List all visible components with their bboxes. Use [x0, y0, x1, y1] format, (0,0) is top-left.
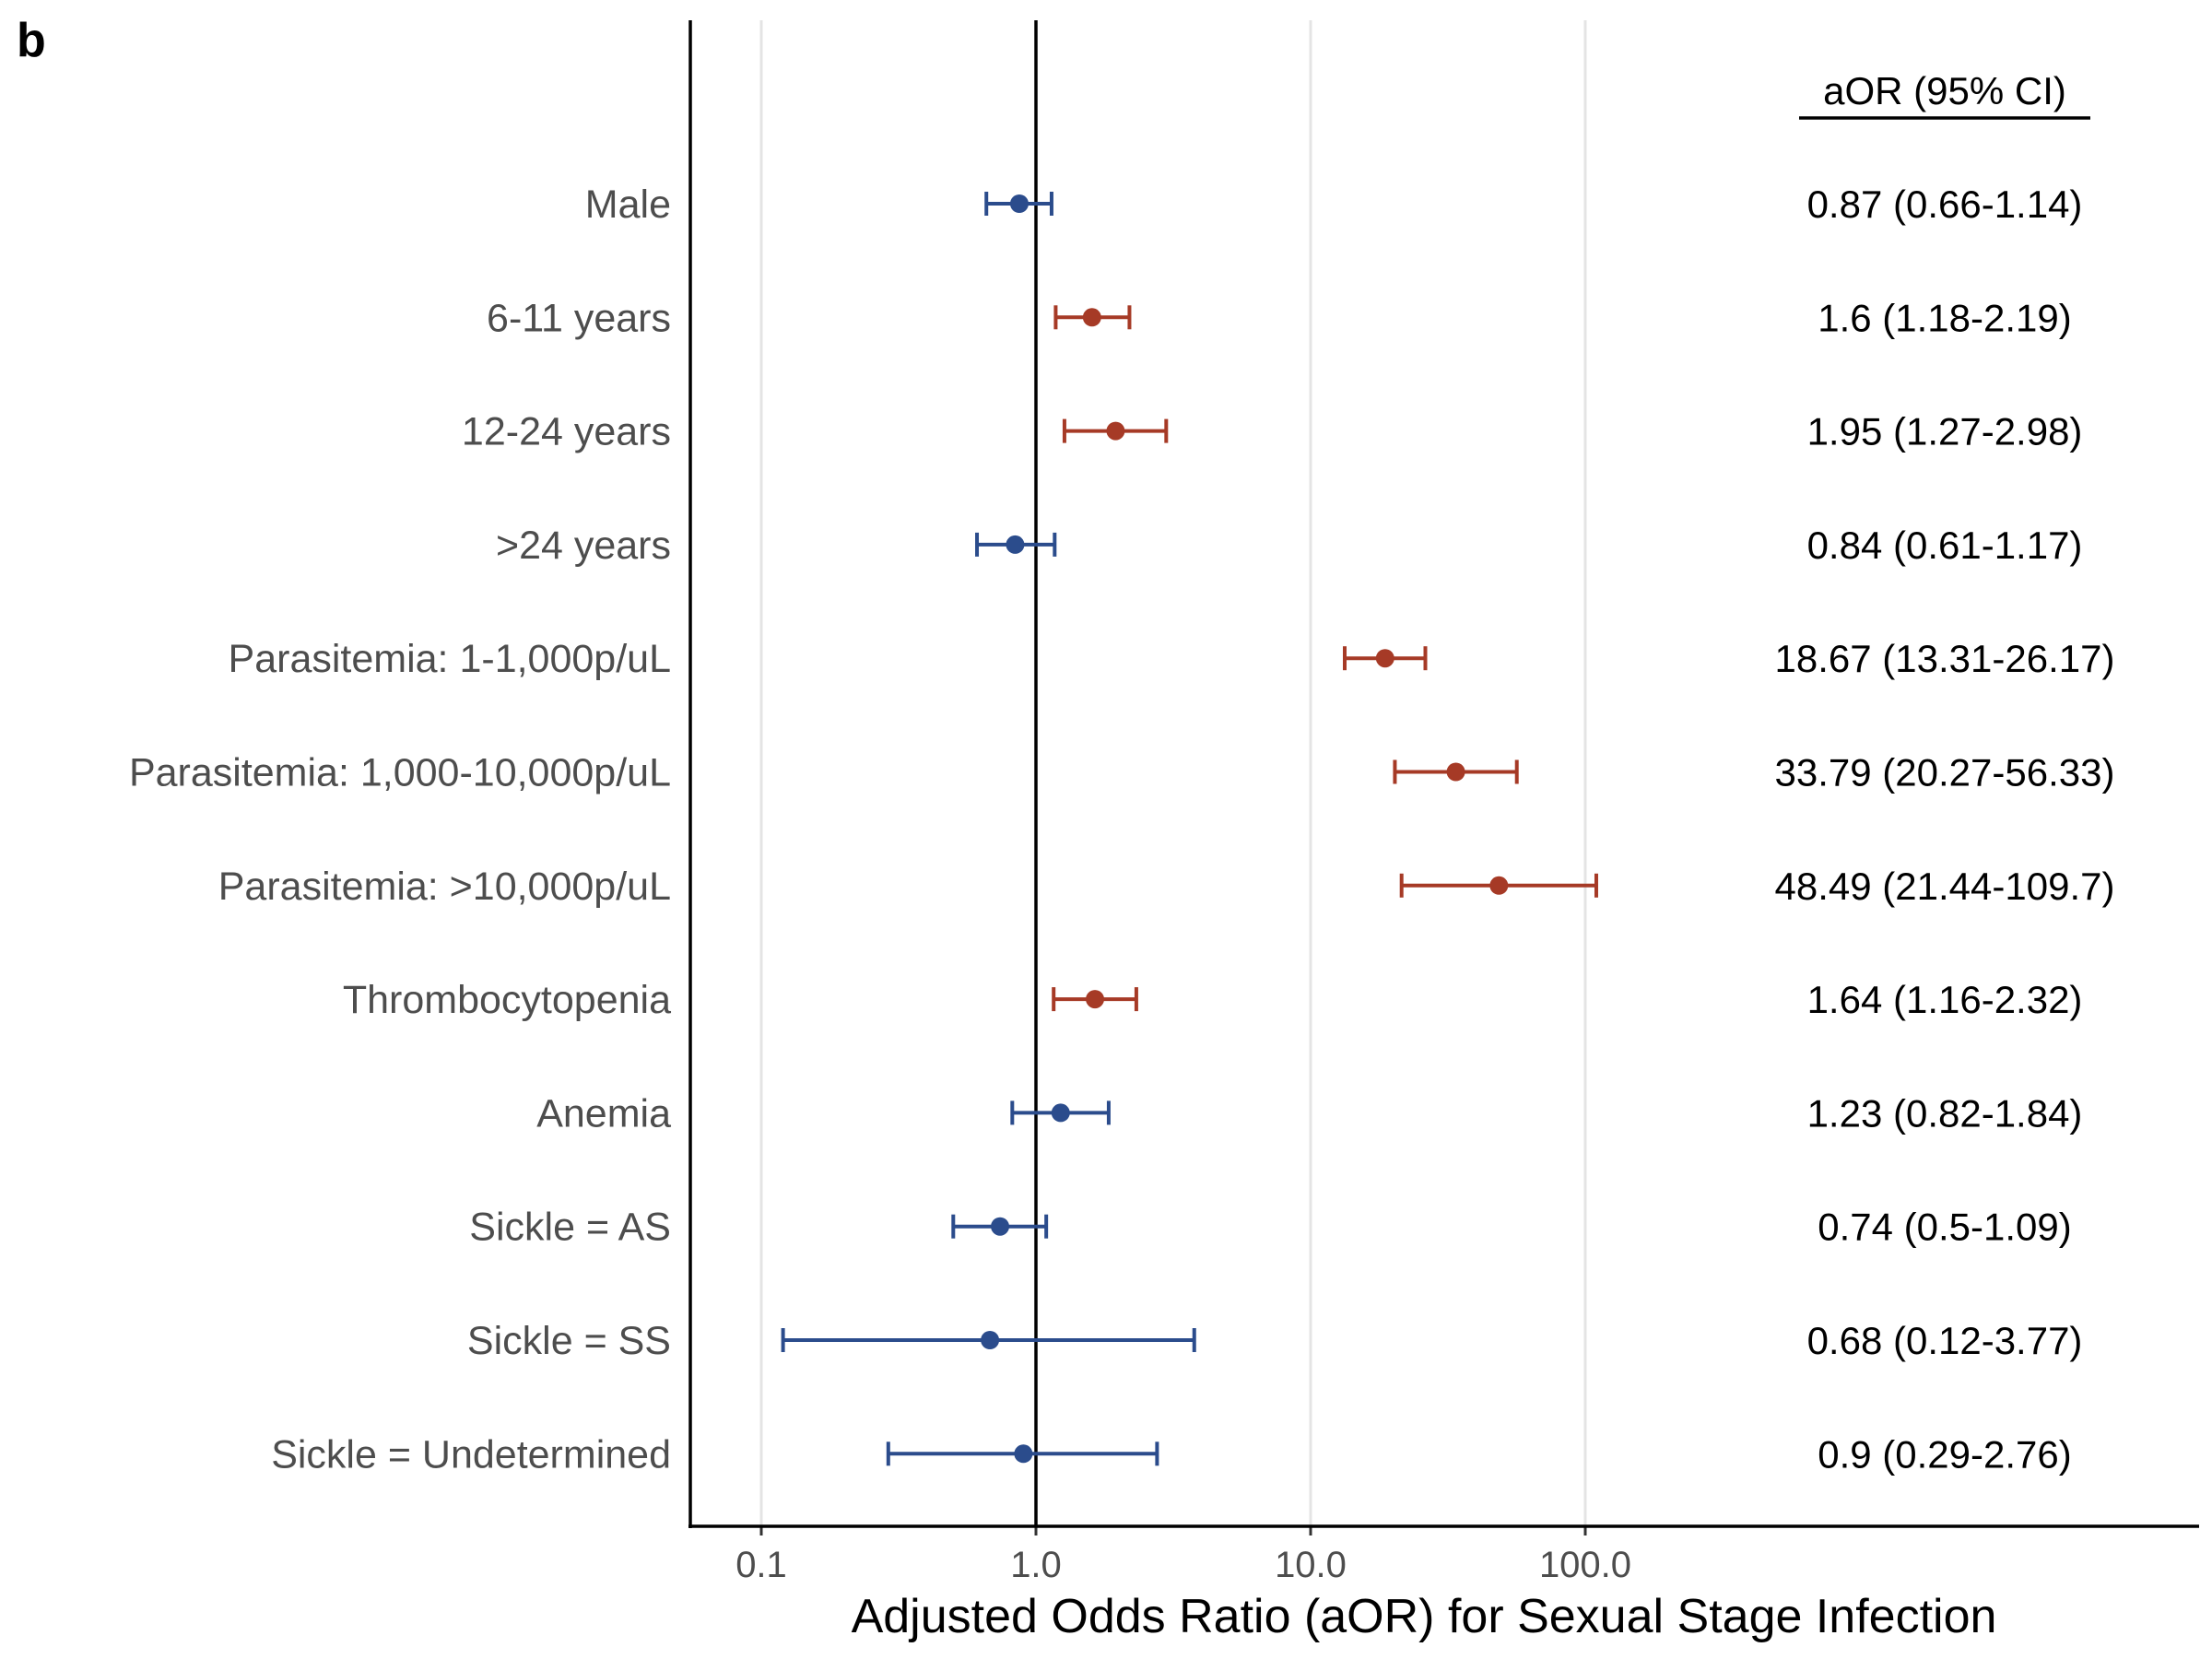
ci-text: 1.95 (1.27-2.98): [1807, 410, 2083, 453]
point-estimate: [1051, 1103, 1070, 1123]
point-estimate: [1009, 194, 1029, 213]
point-estimate: [1006, 535, 1025, 554]
x-tick-label: 10.0: [1275, 1545, 1347, 1585]
y-tick-label: Parasitemia: >10,000p/uL: [218, 865, 671, 909]
ci-text: 48.49 (21.44-109.7): [1775, 865, 2115, 908]
ci-text: 1.23 (0.82-1.84): [1807, 1091, 2083, 1135]
x-tick-label: 100.0: [1539, 1545, 1631, 1585]
point-estimate: [1014, 1444, 1033, 1464]
ci-text: 0.87 (0.66-1.14): [1807, 182, 2083, 226]
point-estimate: [1489, 876, 1509, 895]
labels: 0.1 1.0 10.0 100.0 Male 0.87 (0.66-1.14) 6-11 …: [129, 182, 2115, 1585]
point-estimate: [991, 1217, 1010, 1236]
x-tick-label: 1.0: [1010, 1545, 1062, 1585]
y-tick-label: 6-11 years: [487, 296, 671, 340]
y-tick-label: 12-24 years: [462, 410, 671, 454]
ci-text: 0.74 (0.5-1.09): [1818, 1206, 2072, 1249]
point-estimate: [1375, 649, 1394, 668]
point-estimate: [981, 1331, 1000, 1349]
point-estimate: [1082, 308, 1101, 327]
point-estimate: [1106, 421, 1125, 441]
ci-text: 1.64 (1.16-2.32): [1807, 978, 2083, 1021]
ci-text: 0.9 (0.29-2.76): [1818, 1432, 2072, 1476]
ci-table-header: aOR (95% CI): [1823, 69, 2066, 112]
y-tick-label: Sickle = SS: [467, 1319, 671, 1363]
y-tick-label: Sickle = Undetermined: [271, 1432, 671, 1477]
point-estimate: [1086, 990, 1105, 1009]
x-axis-label: Adjusted Odds Ratio (aOR) for Sexual Sta…: [852, 1590, 1997, 1643]
panel-label: b: [17, 14, 46, 67]
ci-text: 0.68 (0.12-3.77): [1807, 1319, 2083, 1362]
ci-text: 18.67 (13.31-26.17): [1775, 637, 2115, 680]
y-tick-label: Thrombocytopenia: [343, 978, 671, 1022]
y-tick-label: >24 years: [496, 524, 671, 568]
y-tick-label: Sickle = AS: [469, 1206, 671, 1250]
y-tick-label: Parasitemia: 1,000-10,000p/uL: [129, 751, 671, 795]
y-tick-label: Anemia: [536, 1091, 671, 1135]
y-tick-label: Parasitemia: 1-1,000p/uL: [229, 637, 671, 681]
point-estimate: [1446, 762, 1465, 782]
ci-text: 1.6 (1.18-2.19): [1818, 296, 2072, 339]
x-tick-label: 0.1: [735, 1545, 787, 1585]
axes: [688, 20, 2199, 1535]
marks: [781, 192, 1598, 1466]
ci-text: 0.84 (0.61-1.17): [1807, 524, 2083, 567]
y-tick-label: Male: [585, 182, 671, 227]
ci-text: 33.79 (20.27-56.33): [1775, 751, 2115, 794]
